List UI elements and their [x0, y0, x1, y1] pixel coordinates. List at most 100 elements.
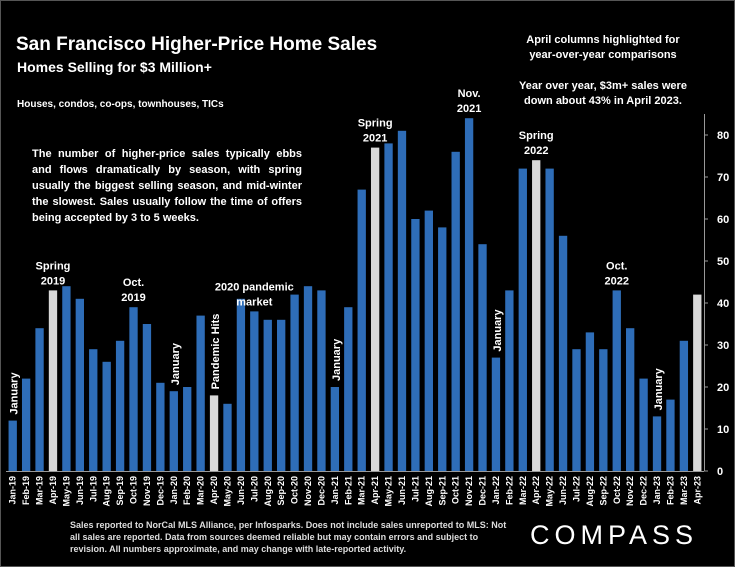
bar	[277, 319, 286, 471]
highlight-note: April columns highlighted for year-over-…	[488, 33, 718, 63]
bar	[250, 311, 259, 471]
bar	[344, 307, 353, 471]
bar	[532, 160, 541, 471]
bar	[263, 319, 272, 471]
x-tick-label: Oct-21	[451, 476, 461, 504]
bar	[129, 307, 138, 471]
bar	[545, 168, 554, 471]
compass-logo: COMPASS	[530, 520, 699, 550]
bar	[464, 118, 474, 471]
bar	[652, 416, 662, 471]
bar-annotation: Pandemic Hits	[210, 314, 222, 390]
bar	[303, 286, 313, 471]
y-tick-label: 0	[717, 466, 723, 478]
bar	[21, 378, 31, 471]
bar	[599, 349, 608, 471]
x-tick-label: Sep-19	[115, 476, 125, 506]
bar-annotation: Spring	[358, 118, 393, 130]
x-tick-label: Jun-20	[236, 476, 246, 505]
x-tick-label: Mar-22	[518, 476, 528, 505]
bar	[585, 332, 595, 471]
bar	[290, 294, 299, 471]
chart-title: San Francisco Higher-Price Home Sales	[16, 34, 378, 55]
x-tick-label: Apr-23	[692, 476, 702, 505]
yoy-note-line1: Year over year, $3m+ sales were	[519, 80, 687, 92]
x-tick-label: Feb-21	[343, 476, 353, 505]
x-tick-label: Aug-20	[263, 476, 273, 507]
x-tick-label: Oct-19	[129, 476, 139, 504]
bar	[169, 391, 178, 471]
bar-annotation: January	[653, 367, 665, 410]
bar	[223, 403, 232, 471]
x-tick-label: Apr-19	[48, 476, 58, 505]
bar-annotation: 2019	[121, 292, 145, 304]
x-tick-label: Apr-20	[209, 476, 219, 505]
highlight-note-line2: year-over-year comparisons	[529, 49, 677, 61]
bar	[236, 298, 246, 471]
x-tick-label: Jan-19	[8, 476, 18, 505]
yoy-note: Year over year, $3m+ sales were down abo…	[488, 79, 718, 109]
bar	[75, 298, 84, 471]
x-tick-label: Jul-19	[88, 476, 98, 502]
bar	[612, 290, 621, 471]
bar-annotation: Spring	[519, 130, 554, 142]
x-tick-label: Feb-19	[21, 476, 31, 505]
bar-annotation: Oct.	[606, 260, 627, 272]
bar	[142, 324, 152, 471]
x-tick-label: Oct-22	[612, 476, 622, 504]
bar	[518, 168, 527, 471]
bar	[626, 328, 635, 471]
bar-annotation: 2021	[363, 133, 387, 145]
y-tick-label: 70	[717, 172, 729, 184]
x-tick-label: Oct-20	[290, 476, 300, 504]
x-tick-label: Apr-21	[370, 476, 380, 505]
y-tick-label: 50	[717, 256, 729, 268]
bar	[370, 147, 380, 471]
bar	[666, 399, 675, 471]
x-tick-label: May-22	[545, 476, 555, 507]
x-tick-label: Jun-21	[397, 476, 407, 505]
x-tick-label: May-20	[222, 476, 232, 507]
bar	[505, 290, 514, 471]
y-tick-label: 10	[717, 424, 729, 436]
x-tick-label: Feb-20	[182, 476, 192, 505]
source-footnote: Sales reported to NorCal MLS Alliance, p…	[70, 520, 507, 554]
bar	[317, 290, 326, 471]
bar-annotation: January	[331, 338, 343, 381]
seasonality-note: The number of higher-price sales typical…	[32, 148, 302, 224]
bar	[89, 349, 98, 471]
bar	[572, 349, 581, 471]
y-tick-label: 60	[717, 214, 729, 226]
x-tick-label: Nov-22	[625, 476, 635, 506]
bar-annotation: 2022	[524, 145, 548, 157]
bar	[558, 235, 568, 471]
x-tick-label: May-21	[384, 476, 394, 507]
bar	[62, 286, 71, 471]
y-tick-label: 80	[717, 130, 729, 142]
bar	[156, 382, 165, 471]
bar	[424, 210, 433, 471]
x-tick-label: Nov-20	[303, 476, 313, 506]
bar-annotation: Spring	[36, 260, 71, 272]
bar-annotation: 2021	[457, 103, 481, 115]
bar	[639, 378, 648, 471]
x-tick-label: Mar-23	[679, 476, 689, 505]
x-tick-label: Feb-22	[504, 476, 514, 505]
bar-annotation: January	[9, 372, 21, 415]
x-tick-label: Jan-20	[169, 476, 179, 505]
bar	[330, 387, 340, 471]
x-tick-label: Jul-20	[249, 476, 259, 502]
y-tick-label: 20	[717, 382, 729, 394]
bar	[491, 357, 501, 471]
bar	[397, 130, 407, 472]
x-tick-label: Dec-22	[639, 476, 649, 506]
x-tick-label: Nov-19	[142, 476, 152, 506]
highlight-note-line1: April columns highlighted for	[526, 34, 680, 46]
x-tick-label: Apr-22	[531, 476, 541, 505]
bar	[209, 395, 219, 471]
x-tick-label: Feb-23	[665, 476, 675, 505]
y-tick-label: 40	[717, 298, 729, 310]
bar	[384, 143, 393, 471]
bar	[102, 361, 111, 471]
